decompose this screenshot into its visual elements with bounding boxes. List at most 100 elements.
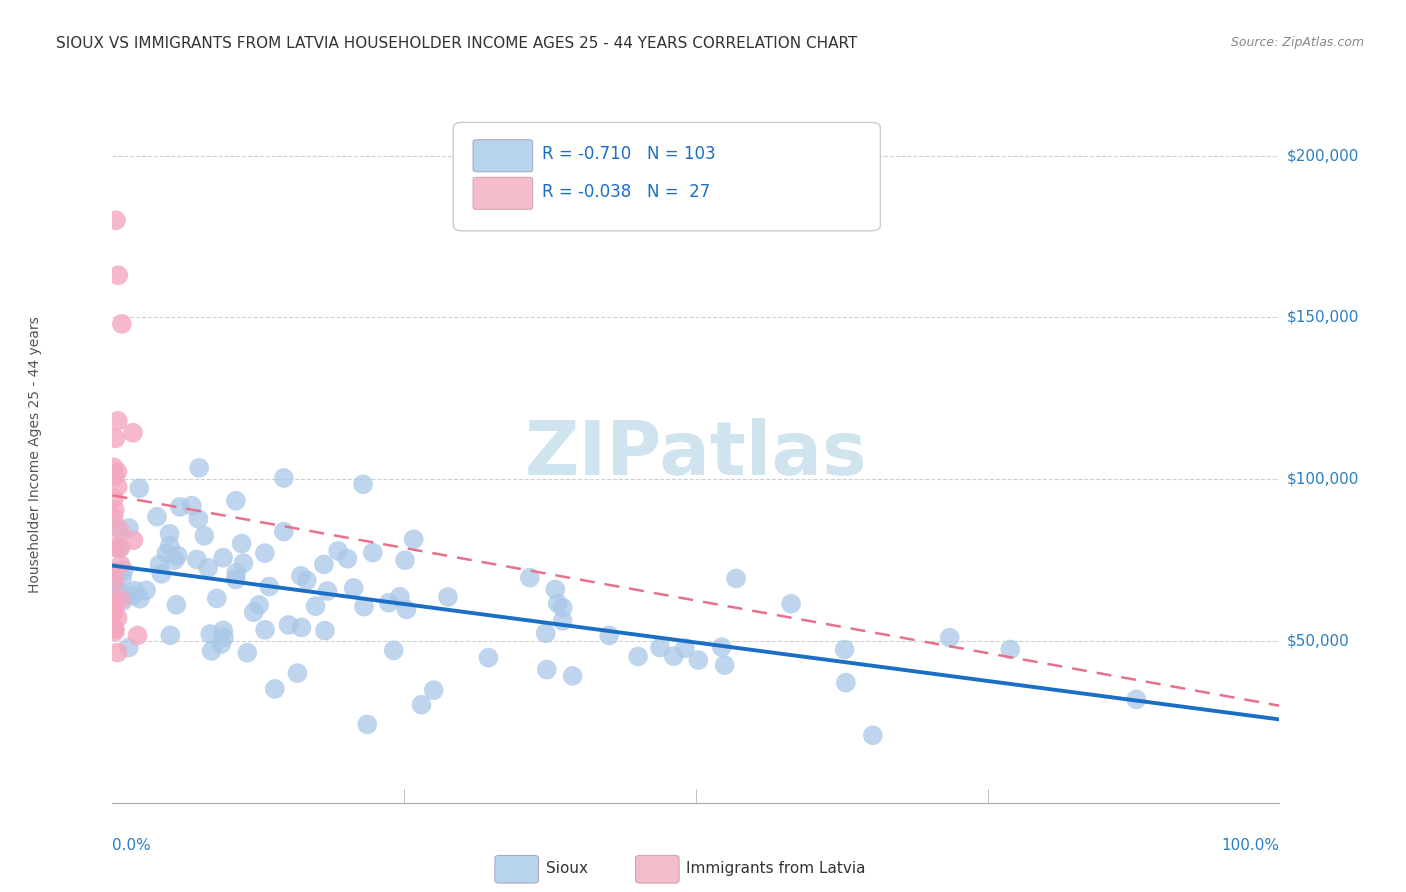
- FancyBboxPatch shape: [472, 178, 533, 210]
- FancyBboxPatch shape: [472, 140, 533, 172]
- Point: [361, 545, 384, 559]
- Point: [108, 523, 131, 537]
- Point: [111, 571, 134, 585]
- Text: $200,000: $200,000: [1286, 148, 1358, 163]
- Point: [422, 683, 444, 698]
- Point: [477, 650, 499, 665]
- Text: $100,000: $100,000: [1286, 472, 1358, 487]
- Point: [353, 599, 375, 614]
- Point: [209, 637, 232, 651]
- Point: [519, 571, 541, 585]
- Point: [135, 583, 157, 598]
- Text: ZIPatlas: ZIPatlas: [524, 418, 868, 491]
- Point: [534, 626, 557, 640]
- Point: [290, 620, 312, 634]
- Point: [316, 583, 339, 598]
- Point: [155, 546, 177, 560]
- Text: $150,000: $150,000: [1286, 310, 1358, 325]
- Point: [129, 591, 152, 606]
- Point: [411, 698, 433, 712]
- Point: [263, 681, 285, 696]
- Point: [110, 541, 132, 555]
- Point: [127, 628, 149, 642]
- Point: [105, 521, 128, 535]
- Point: [148, 558, 170, 572]
- Point: [378, 596, 401, 610]
- Point: [1125, 692, 1147, 706]
- Point: [236, 646, 259, 660]
- Point: [547, 597, 569, 611]
- Point: [304, 599, 326, 614]
- Point: [107, 268, 129, 283]
- Point: [382, 643, 405, 657]
- Point: [111, 317, 134, 331]
- Point: [118, 521, 141, 535]
- Point: [627, 649, 650, 664]
- Point: [107, 611, 129, 625]
- Point: [395, 602, 418, 616]
- Point: [159, 526, 181, 541]
- Point: [273, 524, 295, 539]
- Text: Sioux: Sioux: [546, 862, 588, 876]
- Point: [103, 491, 125, 506]
- Point: [648, 640, 671, 655]
- Point: [273, 471, 295, 485]
- Point: [402, 533, 425, 547]
- Point: [352, 477, 374, 491]
- Point: [112, 563, 135, 577]
- Point: [780, 597, 803, 611]
- Point: [107, 646, 129, 660]
- Point: [254, 623, 277, 637]
- Point: [862, 728, 884, 742]
- Point: [103, 566, 125, 580]
- Point: [104, 566, 127, 580]
- Text: R = -0.710   N = 103: R = -0.710 N = 103: [541, 145, 716, 163]
- Point: [326, 544, 349, 558]
- Point: [110, 592, 132, 607]
- Point: [253, 546, 276, 560]
- Point: [394, 553, 416, 567]
- Point: [688, 653, 710, 667]
- Point: [287, 666, 309, 681]
- Point: [231, 536, 253, 550]
- Point: [103, 594, 125, 608]
- Point: [200, 644, 222, 658]
- Point: [834, 642, 856, 657]
- Point: [598, 628, 620, 642]
- Text: 0.0%: 0.0%: [112, 838, 152, 854]
- Point: [103, 622, 125, 636]
- Text: R = -0.038   N =  27: R = -0.038 N = 27: [541, 183, 710, 201]
- Point: [146, 509, 169, 524]
- Point: [128, 481, 150, 495]
- Point: [197, 561, 219, 575]
- Point: [188, 461, 211, 475]
- Point: [200, 627, 222, 641]
- Point: [662, 649, 685, 664]
- Point: [104, 431, 127, 445]
- Point: [551, 600, 574, 615]
- Point: [108, 541, 131, 556]
- Point: [107, 479, 129, 493]
- Point: [186, 552, 208, 566]
- Point: [159, 539, 181, 553]
- Text: SIOUX VS IMMIGRANTS FROM LATVIA HOUSEHOLDER INCOME AGES 25 - 44 YEARS CORRELATIO: SIOUX VS IMMIGRANTS FROM LATVIA HOUSEHOL…: [56, 36, 858, 51]
- Point: [159, 628, 181, 642]
- Point: [150, 566, 173, 581]
- Point: [212, 550, 235, 565]
- Point: [536, 663, 558, 677]
- Point: [835, 675, 858, 690]
- Point: [544, 582, 567, 597]
- Point: [673, 641, 696, 656]
- Point: [104, 541, 127, 555]
- Point: [259, 580, 281, 594]
- Point: [312, 558, 335, 572]
- Point: [225, 493, 247, 508]
- Point: [212, 624, 235, 638]
- Point: [343, 581, 366, 595]
- Point: [232, 556, 254, 570]
- Point: [122, 589, 145, 603]
- Point: [180, 499, 202, 513]
- Point: [103, 469, 125, 483]
- Point: [938, 631, 960, 645]
- Point: [710, 640, 733, 655]
